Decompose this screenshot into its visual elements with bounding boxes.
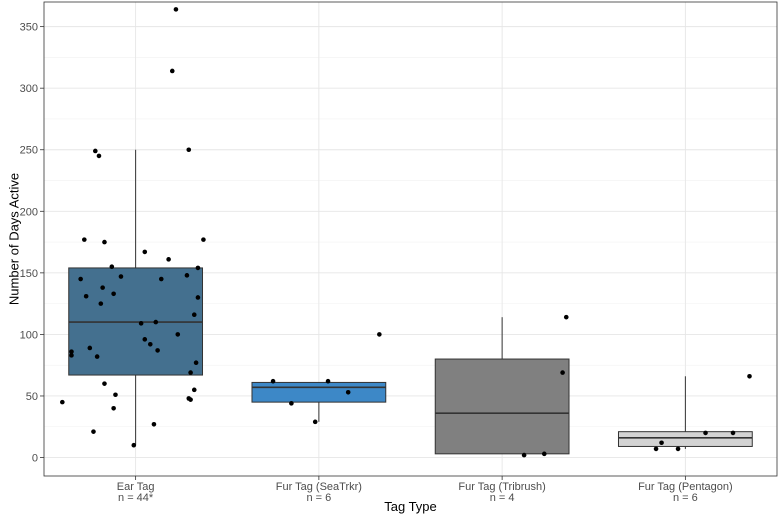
data-point <box>191 312 197 318</box>
data-point <box>747 373 752 379</box>
data-point <box>102 381 107 386</box>
jitter-points <box>60 7 752 458</box>
data-point <box>142 337 148 342</box>
y-axis-title: Number of Days Active <box>7 173 22 305</box>
data-point <box>188 397 193 402</box>
x-tick-label: Fur Tag (SeaTrkr) <box>276 481 362 493</box>
box-4 <box>617 376 753 449</box>
data-point <box>195 265 201 271</box>
data-point <box>151 421 157 427</box>
box-iqr <box>617 431 753 447</box>
box-3 <box>434 317 570 455</box>
data-point <box>131 442 137 448</box>
data-point <box>193 360 199 366</box>
data-point <box>377 332 382 337</box>
x-tick-n-label: n = 4 <box>490 492 515 504</box>
y-tick-label: 150 <box>20 268 38 280</box>
data-point <box>195 295 201 300</box>
y-tick-label: 100 <box>20 329 38 341</box>
box-2 <box>251 381 387 422</box>
data-point <box>153 319 159 325</box>
data-point <box>201 237 206 242</box>
box-series <box>68 149 753 455</box>
data-point <box>94 354 100 359</box>
data-point <box>730 430 736 436</box>
data-point <box>60 399 65 405</box>
data-point <box>155 348 160 353</box>
y-tick-label: 300 <box>20 83 38 95</box>
data-point <box>184 273 190 278</box>
data-point <box>69 349 74 354</box>
x-tick-label: Fur Tag (Pentagon) <box>638 481 733 493</box>
data-point <box>142 249 148 255</box>
y-axis-ticks: 0 50 100 150 200 250 300 350 <box>20 22 44 465</box>
data-point <box>87 345 93 351</box>
data-point <box>191 387 197 393</box>
data-point <box>675 446 681 452</box>
data-point <box>83 293 89 299</box>
data-point <box>69 353 74 358</box>
data-point <box>158 276 164 282</box>
data-point <box>659 440 664 446</box>
x-tick-n-label: n = 44* <box>118 492 154 504</box>
x-tick-label: Fur Tag (Tribrush) <box>458 481 545 493</box>
y-tick-label: 0 <box>32 453 38 465</box>
data-point <box>289 401 294 406</box>
data-point <box>521 452 527 458</box>
data-point <box>541 451 547 457</box>
data-point <box>147 341 153 347</box>
x-tick-label: Ear Tag <box>117 481 155 493</box>
data-point <box>100 285 105 290</box>
data-point <box>91 429 96 434</box>
data-point <box>188 370 193 375</box>
x-tick-n-label: n = 6 <box>673 492 698 504</box>
box-1 <box>68 149 204 446</box>
data-point <box>345 389 351 395</box>
y-tick-label: 250 <box>20 145 38 157</box>
data-point <box>113 392 118 398</box>
box-iqr <box>251 381 387 403</box>
data-point <box>560 370 565 375</box>
grid-lines <box>44 2 777 476</box>
data-point <box>563 314 569 320</box>
x-axis-title: Tag Type <box>384 499 437 514</box>
data-point <box>169 68 175 74</box>
data-point <box>93 148 98 154</box>
x-tick-n-label: n = 6 <box>306 492 331 504</box>
data-point <box>653 446 659 452</box>
data-point <box>111 291 116 297</box>
data-point <box>102 239 107 245</box>
data-point <box>186 147 192 153</box>
data-point <box>111 405 116 411</box>
data-point <box>270 378 276 384</box>
data-point <box>173 7 179 12</box>
box-iqr <box>434 358 570 455</box>
data-point <box>98 301 104 306</box>
y-tick-label: 50 <box>26 391 38 403</box>
data-point <box>175 332 181 337</box>
data-point <box>138 321 144 326</box>
data-point <box>166 257 171 262</box>
data-point <box>82 237 87 242</box>
data-point <box>118 274 124 279</box>
data-point <box>703 430 708 436</box>
y-tick-label: 200 <box>20 206 38 218</box>
data-point <box>325 378 331 384</box>
panel-border <box>43 1 778 477</box>
data-point <box>312 419 318 425</box>
data-point <box>78 276 83 282</box>
data-point <box>109 264 115 270</box>
data-point <box>96 153 102 159</box>
y-tick-label: 350 <box>20 22 38 34</box>
